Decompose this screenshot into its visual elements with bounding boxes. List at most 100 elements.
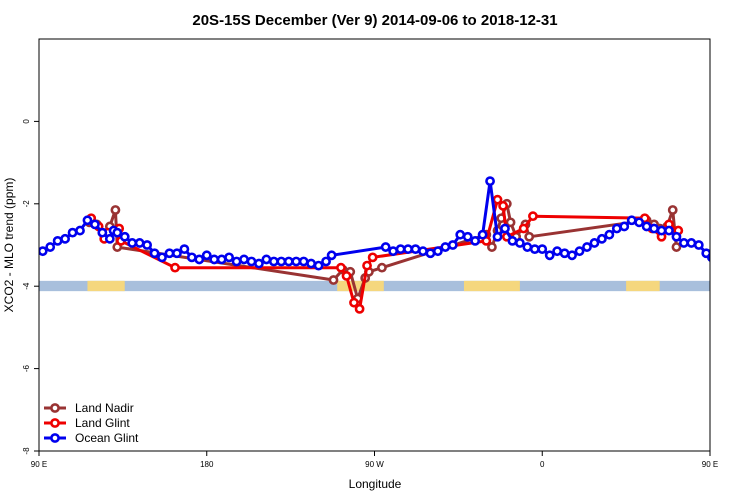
series-layer — [39, 176, 710, 314]
data-point — [326, 250, 337, 261]
data-point — [149, 248, 160, 259]
data-point — [589, 238, 600, 248]
data-point — [656, 225, 667, 236]
data-point — [679, 238, 689, 248]
data-point — [306, 258, 317, 269]
legend-label: Land Glint — [75, 416, 130, 430]
data-point — [224, 252, 235, 263]
chart-title: 20S-15S December (Ver 9) 2014-09-06 to 2… — [192, 12, 557, 29]
data-point — [596, 233, 607, 244]
data-point — [75, 225, 85, 236]
data-point — [170, 262, 180, 273]
legend-marker — [50, 403, 60, 413]
data-point — [477, 229, 488, 240]
y-tick-label: -4 — [22, 282, 31, 290]
data-point — [470, 235, 481, 246]
y-tick-label: -8 — [22, 447, 31, 455]
data-point — [354, 303, 365, 314]
data-point — [440, 242, 451, 252]
data-point — [582, 242, 592, 252]
data-point — [380, 242, 391, 252]
data-point — [524, 231, 535, 242]
data-point — [283, 256, 294, 267]
data-point — [455, 229, 466, 240]
data-point — [522, 242, 533, 252]
y-tick-label: 0 — [22, 119, 31, 124]
data-point — [432, 246, 443, 257]
data-point — [39, 246, 48, 257]
data-point — [268, 256, 279, 267]
data-point — [231, 256, 242, 267]
data-point — [261, 254, 272, 265]
data-point — [664, 225, 674, 236]
data-point — [90, 219, 100, 230]
land-ocean-band — [39, 280, 710, 292]
land-band-segment — [626, 280, 660, 292]
land-band-segment — [87, 280, 125, 292]
y-axis: 0 -2 -4 -6 -8 — [22, 119, 39, 455]
data-point — [119, 231, 130, 242]
x-tick-label: 90 E — [31, 460, 47, 469]
data-point — [462, 231, 473, 242]
data-point — [500, 223, 510, 234]
data-point — [328, 275, 339, 285]
data-point — [641, 221, 652, 232]
data-point — [60, 233, 70, 244]
data-point — [142, 240, 153, 250]
data-point — [362, 260, 372, 271]
data-point — [82, 215, 93, 226]
data-point — [485, 176, 495, 187]
data-point — [291, 256, 302, 267]
data-point — [619, 221, 630, 232]
data-point — [45, 242, 56, 252]
data-point — [518, 223, 529, 234]
data-point — [157, 252, 167, 263]
data-point — [216, 254, 227, 265]
data-point — [552, 246, 563, 257]
data-point — [104, 233, 115, 244]
data-point — [239, 254, 249, 265]
x-tick-label: 90 E — [702, 460, 718, 469]
data-point — [649, 223, 659, 234]
data-point — [528, 211, 538, 222]
data-point — [388, 246, 399, 257]
data-point — [172, 248, 182, 259]
x-axis: 90 E 180 90 W 0 90 E — [31, 451, 718, 469]
data-point — [209, 254, 220, 265]
data-point — [194, 254, 205, 265]
data-point — [667, 205, 678, 215]
data-point — [349, 297, 359, 308]
data-point — [498, 200, 509, 211]
data-point — [186, 252, 197, 263]
data-point — [112, 227, 123, 238]
data-point — [201, 250, 212, 261]
data-point — [492, 231, 503, 242]
y-tick-label: -6 — [22, 364, 31, 372]
legend-marker — [50, 418, 60, 428]
data-point — [425, 248, 436, 259]
x-tick-label: 90 W — [365, 460, 384, 469]
data-point — [298, 256, 309, 267]
data-point — [164, 248, 175, 259]
y-axis-label: XCO2 - MLO trend (ppm) — [2, 178, 16, 313]
data-point — [604, 229, 615, 240]
data-point — [52, 235, 63, 246]
data-point — [254, 258, 264, 269]
data-point — [544, 250, 555, 261]
x-axis-label: Longitude — [349, 477, 402, 491]
x-tick-label: 180 — [200, 460, 214, 469]
data-point — [626, 215, 637, 226]
data-point — [276, 256, 287, 267]
data-point — [313, 260, 324, 271]
legend-label: Ocean Glint — [75, 431, 139, 445]
data-point — [537, 244, 548, 255]
data-point — [336, 262, 346, 273]
data-point — [110, 205, 121, 215]
data-point — [341, 270, 352, 281]
legend-label: Land Nadir — [75, 401, 134, 415]
legend-marker — [50, 433, 60, 443]
data-point — [686, 238, 697, 248]
data-point — [418, 246, 428, 257]
